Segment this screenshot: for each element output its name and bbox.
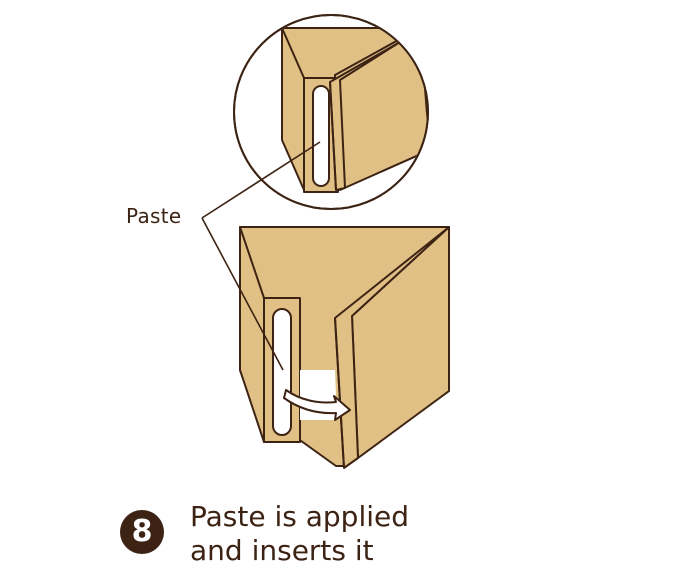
paste-label: Paste: [126, 204, 182, 228]
insert-arrow-icon: [283, 389, 351, 421]
magnifier-circle-icon: [233, 14, 429, 210]
main-box-illustration: [239, 226, 450, 469]
paste-leader-lines: [201, 141, 321, 371]
right-flap-front: [334, 226, 450, 469]
step-caption-line-2: and inserts it: [190, 534, 374, 567]
step-caption-line-1: Paste is applied: [190, 500, 410, 533]
step-caption: Paste is applied and inserts it: [190, 500, 409, 568]
step-number-badge: 8: [120, 510, 164, 554]
paste-strip-icon: [272, 308, 292, 436]
